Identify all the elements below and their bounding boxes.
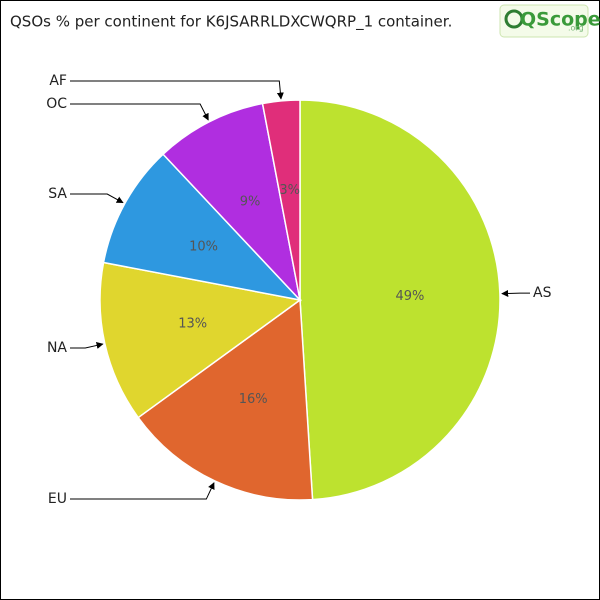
category-label: NA: [47, 340, 67, 356]
logo-name: QScope: [520, 9, 600, 31]
category-label: OC: [46, 96, 67, 112]
logo: QScope .org: [499, 4, 600, 38]
pie-slice: [299, 99, 501, 501]
value-label: 13%: [178, 316, 207, 331]
leader-line: [70, 482, 215, 500]
category-label: AF: [49, 73, 67, 89]
chart-title: QSOs % per continent for K6JSARRLDXCWQRP…: [10, 13, 452, 32]
pie-slice: [99, 261, 302, 419]
leader-line: [70, 103, 209, 121]
pie-slice: [162, 102, 302, 303]
logo-box: [499, 4, 589, 38]
value-label: 9%: [240, 194, 261, 209]
category-label: SA: [48, 186, 67, 202]
leader-line: [70, 193, 124, 204]
pie-slice: [137, 298, 314, 501]
leader-line: [70, 80, 284, 100]
value-label: 3%: [279, 183, 300, 198]
value-label: 16%: [239, 392, 268, 407]
logo-suffix: .org: [568, 24, 584, 33]
leader-line: [70, 342, 104, 349]
logo-icon: [504, 9, 524, 29]
leader-line: [501, 289, 530, 297]
value-label: 49%: [395, 289, 424, 304]
pie-slice: [102, 153, 303, 302]
category-label: AS: [533, 285, 552, 301]
pie-slice: [261, 99, 301, 301]
value-label: 10%: [189, 240, 218, 255]
category-label: EU: [48, 491, 67, 507]
